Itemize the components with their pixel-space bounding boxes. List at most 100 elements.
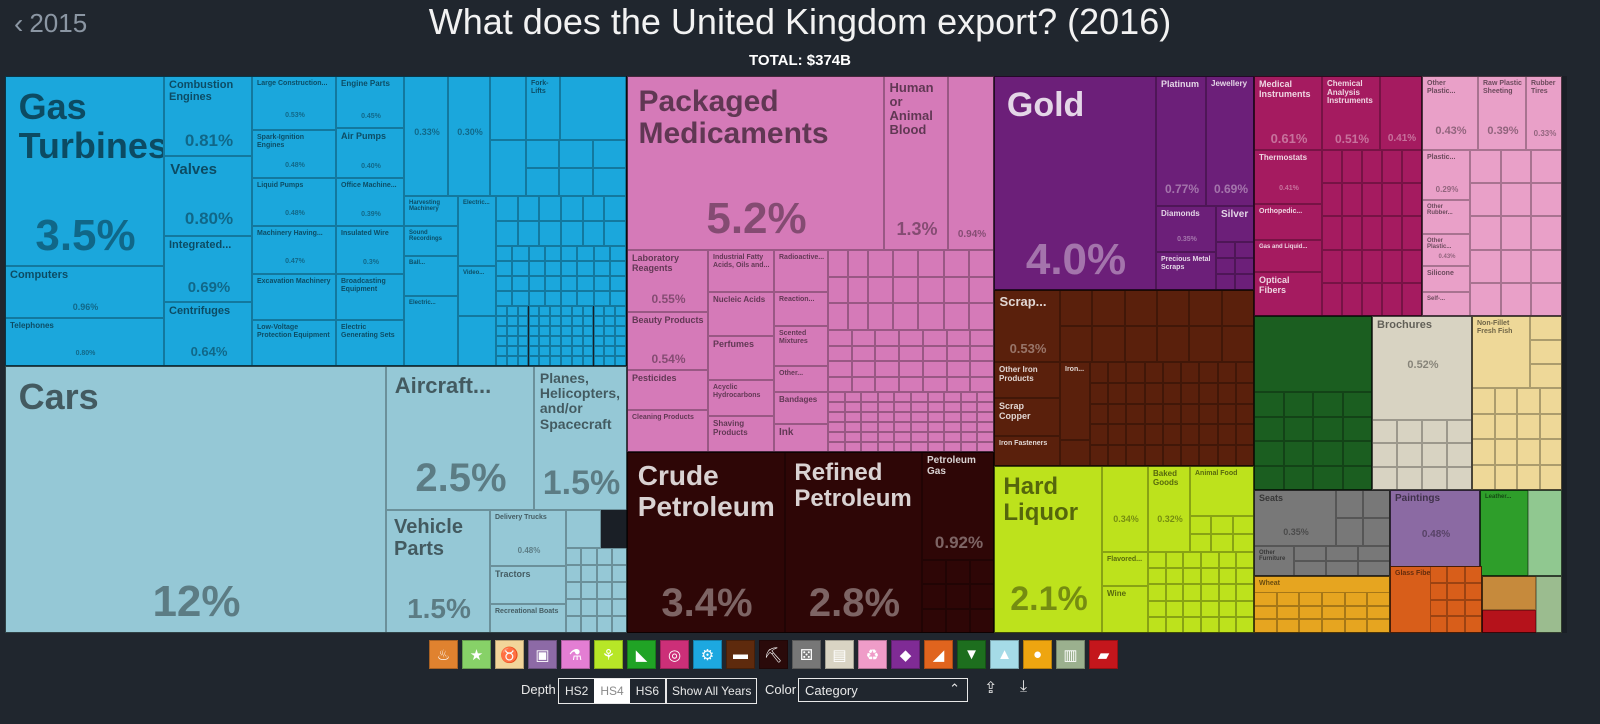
treemap-tile[interactable]: [1500, 282, 1532, 316]
treemap-tile[interactable]: [1422, 466, 1447, 490]
treemap-tile[interactable]: [539, 336, 551, 346]
treemap-tile[interactable]: [828, 361, 852, 377]
treemap-tile[interactable]: [490, 140, 526, 196]
treemap-tile-medical-instruments[interactable]: Medical Instruments 0.61%: [1254, 76, 1322, 150]
treemap-tile[interactable]: [611, 616, 627, 633]
treemap-tile[interactable]: [1211, 534, 1233, 552]
treemap-tile[interactable]: [496, 316, 507, 326]
treemap-tile[interactable]: [927, 392, 945, 402]
treemap-tile[interactable]: [960, 442, 978, 452]
treemap-tile[interactable]: [944, 422, 961, 432]
treemap-tile[interactable]: [1447, 466, 1472, 490]
treemap-tile[interactable]: [528, 316, 540, 326]
treemap-tile[interactable]: [506, 306, 518, 316]
treemap-tile-petroleum-gas[interactable]: Petroleum Gas 0.92%: [922, 452, 994, 560]
treemap-tile[interactable]: [946, 608, 970, 633]
flask-icon[interactable]: ⚗: [561, 640, 590, 669]
treemap-tile[interactable]: [977, 432, 994, 442]
treemap-tile[interactable]: [1472, 439, 1495, 465]
treemap-tile[interactable]: [1283, 416, 1313, 441]
treemap-tile-tile[interactable]: [1482, 610, 1536, 633]
treemap-tile[interactable]: [611, 565, 627, 582]
treemap-tile[interactable]: [593, 316, 605, 326]
treemap-tile[interactable]: [875, 361, 900, 377]
treemap-tile[interactable]: [1382, 249, 1402, 283]
treemap-tile[interactable]: [1162, 362, 1182, 383]
treemap-tile[interactable]: [1126, 382, 1145, 404]
treemap-tile[interactable]: [528, 291, 545, 306]
treemap-tile[interactable]: [1402, 183, 1422, 217]
treemap-tile[interactable]: [861, 442, 878, 452]
treemap-tile[interactable]: [828, 392, 845, 402]
treemap-tile[interactable]: [506, 346, 518, 356]
treemap-tile[interactable]: [1148, 616, 1166, 633]
treemap-tile[interactable]: [894, 432, 911, 442]
treemap-tile[interactable]: [566, 599, 582, 616]
treemap-tile[interactable]: [861, 422, 878, 432]
treemap-tile-liquid-pumps[interactable]: Liquid Pumps 0.48%: [252, 178, 336, 226]
wheat-icon[interactable]: ⚘: [594, 640, 623, 669]
treemap-tile[interactable]: [1144, 362, 1163, 383]
treemap-tile[interactable]: [1358, 546, 1390, 561]
treemap-tile[interactable]: [517, 221, 540, 246]
treemap-tile-0-34[interactable]: 0.34%: [1102, 466, 1148, 552]
treemap-tile[interactable]: [1531, 183, 1562, 217]
treemap-tile-reaction[interactable]: Reaction...: [774, 292, 828, 326]
treemap-tile[interactable]: [960, 412, 978, 422]
treemap-tile[interactable]: [1430, 616, 1448, 633]
treemap-tile[interactable]: [1322, 183, 1342, 217]
gears-icon[interactable]: ⚙: [693, 640, 722, 669]
treemap-tile[interactable]: [1313, 441, 1343, 466]
treemap-tile[interactable]: [1367, 619, 1390, 633]
depth-hs4-button[interactable]: HS4: [594, 679, 630, 703]
treemap-tile[interactable]: [582, 196, 605, 221]
treemap-tile[interactable]: [1322, 592, 1345, 606]
treemap-tile[interactable]: [593, 336, 605, 346]
treemap-tile[interactable]: [571, 346, 583, 356]
treemap-tile[interactable]: [581, 565, 597, 582]
treemap-tile[interactable]: [512, 291, 529, 306]
treemap-tile[interactable]: [1221, 290, 1254, 326]
treemap-tile[interactable]: [1464, 566, 1482, 583]
treemap-tile[interactable]: [496, 221, 518, 246]
treemap-tile[interactable]: [496, 291, 513, 306]
treemap-tile-other-iron-products[interactable]: Other Iron Products: [994, 362, 1060, 398]
treemap-tile[interactable]: [1189, 290, 1222, 326]
pickaxe-icon[interactable]: ⛏: [759, 640, 788, 669]
treemap-tile[interactable]: [577, 246, 594, 261]
treemap-tile[interactable]: [1199, 403, 1218, 425]
treemap-tile[interactable]: [528, 356, 540, 366]
treemap-tile[interactable]: [1165, 600, 1184, 617]
treemap-tile[interactable]: [582, 306, 594, 316]
treemap-tile[interactable]: [1201, 584, 1219, 601]
treemap-tile[interactable]: [894, 442, 911, 452]
treemap-tile-gas-and-liquid[interactable]: Gas and Liquid...: [1254, 240, 1322, 272]
treemap-tile[interactable]: [1539, 413, 1562, 439]
treemap-tile[interactable]: [1090, 382, 1109, 404]
treemap-tile[interactable]: [526, 140, 560, 168]
treemap-tile[interactable]: [512, 246, 529, 261]
treemap-tile[interactable]: [1344, 592, 1368, 606]
treemap-tile-aircraft[interactable]: Aircraft... 2.5%: [386, 366, 534, 510]
treemap-tile[interactable]: [526, 168, 560, 196]
shoe-icon[interactable]: ◣: [627, 640, 656, 669]
treemap-tile[interactable]: [1472, 388, 1495, 414]
color-select[interactable]: Category ⌃: [798, 678, 968, 702]
treemap-tile-delivery-trucks[interactable]: Delivery Trucks 0.48%: [490, 510, 566, 566]
treemap-tile-human-or-animal-blood[interactable]: Human or Animal Blood 1.3%: [884, 76, 948, 250]
treemap-tile[interactable]: [596, 565, 612, 582]
treemap-tile[interactable]: [604, 356, 616, 366]
treemap-tile[interactable]: [1183, 584, 1201, 601]
treemap-tile[interactable]: [861, 392, 878, 402]
treemap-tile-flavored[interactable]: Flavored...: [1102, 552, 1148, 586]
treemap-tile-integrated[interactable]: Integrated... 0.69%: [164, 236, 252, 302]
treemap-tile[interactable]: [1276, 619, 1300, 633]
treemap-tile[interactable]: [1294, 561, 1326, 576]
treemap-tile[interactable]: [899, 345, 923, 361]
treemap-tile[interactable]: [844, 432, 862, 442]
treemap-tile[interactable]: [1517, 464, 1540, 490]
treemap-tile[interactable]: [1531, 216, 1562, 250]
treemap-tile[interactable]: [1470, 282, 1501, 316]
treemap-tile[interactable]: [1236, 568, 1254, 585]
treemap-tile[interactable]: [604, 221, 626, 246]
